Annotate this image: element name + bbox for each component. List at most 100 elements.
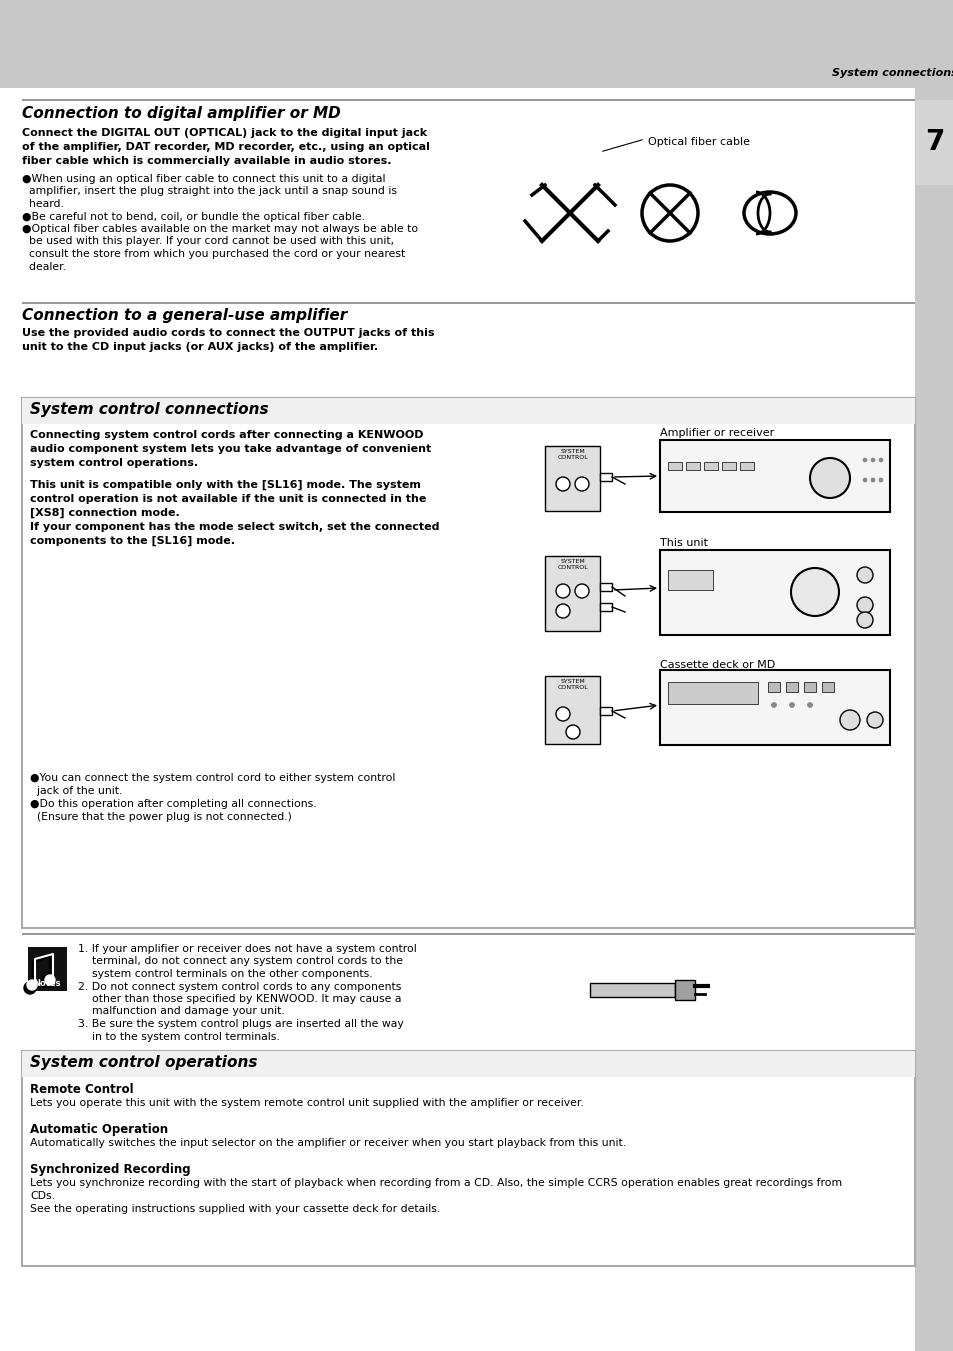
Circle shape (790, 567, 838, 616)
Circle shape (24, 982, 36, 994)
Text: unit to the CD input jacks (or AUX jacks) of the amplifier.: unit to the CD input jacks (or AUX jacks… (22, 342, 377, 353)
Text: Lets you synchronize recording with the start of playback when recording from a : Lets you synchronize recording with the … (30, 1178, 841, 1188)
Circle shape (575, 584, 588, 598)
Text: control operation is not available if the unit is connected in the: control operation is not available if th… (30, 494, 426, 504)
Circle shape (840, 711, 859, 730)
Circle shape (556, 707, 569, 721)
Text: ●Optical fiber cables available on the market may not always be able to: ●Optical fiber cables available on the m… (22, 224, 417, 234)
Text: 1. If your amplifier or receiver does not have a system control: 1. If your amplifier or receiver does no… (78, 944, 416, 954)
Text: System connections: System connections (831, 68, 953, 78)
Text: malfunction and damage your unit.: malfunction and damage your unit. (78, 1006, 284, 1016)
Bar (915, 100, 953, 185)
Bar (675, 979, 695, 1000)
Text: be used with this player. If your cord cannot be used with this unit,: be used with this player. If your cord c… (22, 236, 394, 246)
Text: Cassette deck or MD: Cassette deck or MD (659, 661, 775, 670)
Text: ●When using an optical fiber cable to connect this unit to a digital: ●When using an optical fiber cable to co… (22, 174, 385, 184)
Bar (703, 462, 718, 470)
Circle shape (556, 584, 569, 598)
Bar (803, 682, 815, 692)
Bar (22, 934, 914, 935)
Text: fiber cable which is commercially available in audio stores.: fiber cable which is commercially availa… (22, 155, 391, 166)
Bar (22, 1051, 914, 1266)
Bar (544, 676, 599, 744)
Bar (544, 557, 599, 631)
Text: Connection to a general-use amplifier: Connection to a general-use amplifier (22, 308, 347, 323)
Circle shape (789, 703, 794, 708)
Text: Use the provided audio cords to connect the OUTPUT jacks of this: Use the provided audio cords to connect … (22, 328, 434, 338)
Bar (767, 682, 780, 692)
Circle shape (870, 458, 874, 462)
Text: Connection to digital amplifier or MD: Connection to digital amplifier or MD (22, 105, 340, 122)
Circle shape (771, 703, 776, 708)
Text: CDs.: CDs. (30, 1192, 55, 1201)
Circle shape (856, 612, 872, 628)
Text: 3. Be sure the system control plugs are inserted all the way: 3. Be sure the system control plugs are … (78, 1019, 403, 1029)
Text: Automatic Operation: Automatic Operation (30, 1123, 168, 1136)
Text: audio component system lets you take advantage of convenient: audio component system lets you take adv… (30, 444, 431, 454)
Bar (22, 1051, 914, 1077)
Bar (25, 944, 70, 994)
Bar (599, 603, 612, 611)
Circle shape (45, 975, 55, 985)
Text: terminal, do not connect any system control cords to the: terminal, do not connect any system cont… (78, 957, 402, 966)
Text: This unit: This unit (659, 538, 707, 549)
Bar (667, 570, 712, 590)
Bar (22, 303, 914, 304)
Bar (721, 462, 735, 470)
Text: Notes: Notes (33, 979, 61, 988)
Circle shape (27, 979, 37, 990)
Bar (22, 399, 914, 424)
Bar (659, 550, 889, 635)
Bar (28, 947, 67, 992)
Bar (785, 682, 797, 692)
Text: This unit is compatible only with the [SL16] mode. The system: This unit is compatible only with the [S… (30, 480, 420, 490)
Circle shape (556, 477, 569, 490)
Text: Connect the DIGITAL OUT (OPTICAL) jack to the digital input jack: Connect the DIGITAL OUT (OPTICAL) jack t… (22, 128, 427, 138)
Bar (544, 446, 599, 511)
Circle shape (866, 712, 882, 728)
Bar (589, 984, 675, 997)
Bar (599, 473, 612, 481)
Bar (659, 670, 889, 744)
Text: consult the store from which you purchased the cord or your nearest: consult the store from which you purchas… (22, 249, 405, 259)
Circle shape (862, 478, 866, 482)
Bar (0, 0, 953, 88)
Text: amplifier, insert the plug straight into the jack until a snap sound is: amplifier, insert the plug straight into… (22, 186, 396, 196)
Text: dealer.: dealer. (22, 262, 66, 272)
Bar (659, 440, 889, 512)
Circle shape (878, 458, 882, 462)
Bar (599, 707, 612, 715)
Circle shape (565, 725, 579, 739)
Circle shape (856, 567, 872, 584)
Circle shape (809, 458, 849, 499)
Text: (Ensure that the power plug is not connected.): (Ensure that the power plug is not conne… (30, 812, 292, 821)
Bar (821, 682, 833, 692)
Text: Optical fiber cable: Optical fiber cable (647, 136, 749, 147)
Bar (22, 399, 914, 928)
Text: jack of the unit.: jack of the unit. (30, 786, 122, 796)
Text: [XS8] connection mode.: [XS8] connection mode. (30, 508, 179, 519)
Bar (599, 584, 612, 590)
Circle shape (641, 185, 698, 240)
Text: ●You can connect the system control cord to either system control: ●You can connect the system control cord… (30, 773, 395, 784)
Text: System control connections: System control connections (30, 403, 269, 417)
Bar (22, 99, 914, 101)
Text: 7: 7 (924, 128, 943, 155)
Text: SYSTEM
CONTROL: SYSTEM CONTROL (558, 449, 588, 459)
Text: If your component has the mode select switch, set the connected: If your component has the mode select sw… (30, 521, 439, 532)
Text: Synchronized Recording: Synchronized Recording (30, 1163, 191, 1175)
Circle shape (575, 477, 588, 490)
Text: ●Be careful not to bend, coil, or bundle the optical fiber cable.: ●Be careful not to bend, coil, or bundle… (22, 212, 365, 222)
Text: SYSTEM
CONTROL: SYSTEM CONTROL (558, 559, 588, 570)
Text: Automatically switches the input selector on the amplifier or receiver when you : Automatically switches the input selecto… (30, 1138, 625, 1148)
Text: Amplifier or receiver: Amplifier or receiver (659, 428, 774, 438)
Bar (667, 462, 681, 470)
Text: ●Do this operation after completing all connections.: ●Do this operation after completing all … (30, 798, 316, 809)
Text: of the amplifier, DAT recorder, MD recorder, etc., using an optical: of the amplifier, DAT recorder, MD recor… (22, 142, 430, 153)
Text: 2. Do not connect system control cords to any components: 2. Do not connect system control cords t… (78, 981, 401, 992)
Text: components to the [SL16] mode.: components to the [SL16] mode. (30, 536, 234, 546)
Bar (685, 462, 700, 470)
Text: Lets you operate this unit with the system remote control unit supplied with the: Lets you operate this unit with the syst… (30, 1098, 583, 1108)
Circle shape (806, 703, 812, 708)
Circle shape (556, 604, 569, 617)
